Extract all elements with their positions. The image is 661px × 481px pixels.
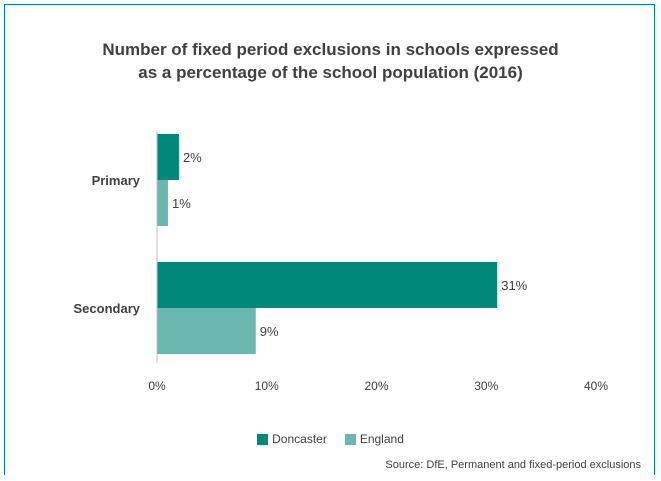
x-tick-label-30: 30% [474,379,498,393]
legend-item-england: England [344,432,404,446]
category-label-secondary: Secondary [74,301,141,316]
x-tick-label-10: 10% [255,379,279,393]
legend-label-england: England [359,432,404,446]
data-label-doncaster-secondary: 31% [501,278,527,293]
legend-swatch-doncaster [257,433,269,445]
category-label-primary: Primary [92,173,141,188]
bar-england-primary [157,180,168,226]
legend-item-doncaster: Doncaster [257,432,327,446]
source-note: Source: DfE, Permanent and fixed-period … [385,459,641,471]
data-label-doncaster-primary: 2% [183,150,202,165]
data-label-england-secondary: 9% [260,324,279,339]
x-tick-label-20: 20% [364,379,388,393]
legend: Doncaster England [0,432,661,446]
chart-frame [4,4,655,475]
bar-england-secondary [157,308,256,354]
bar-doncaster-secondary [157,262,498,308]
x-tick-label-0: 0% [148,379,166,393]
legend-label-doncaster: Doncaster [272,432,327,446]
chart-title-line-2: as a percentage of the school population… [138,63,523,82]
legend-swatch-england [344,433,356,445]
chart-title: Number of fixed period exclusions in sch… [0,38,661,84]
bar-doncaster-primary [157,134,179,180]
chart-title-line-1: Number of fixed period exclusions in sch… [102,40,559,59]
x-tick-label-40: 40% [584,379,608,393]
data-label-england-primary: 1% [172,196,191,211]
